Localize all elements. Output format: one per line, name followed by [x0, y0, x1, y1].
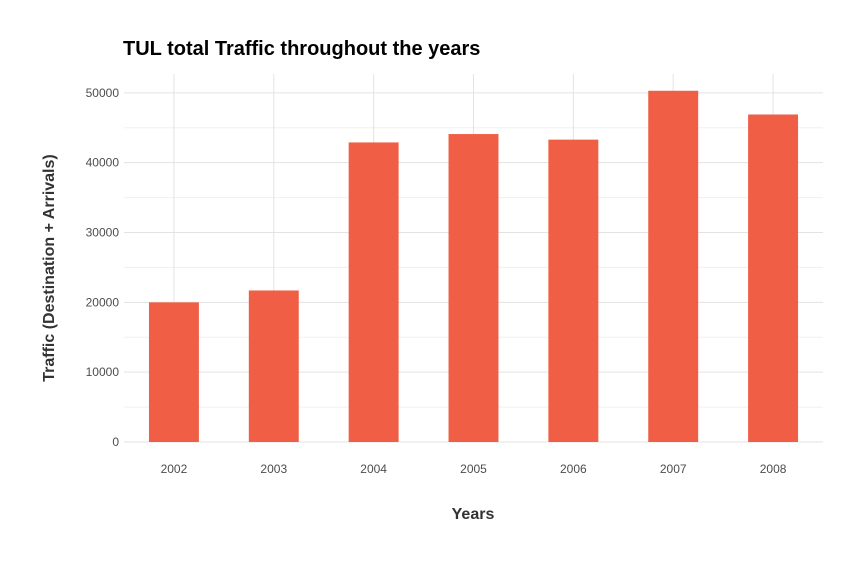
y-tick-label: 20000 — [86, 295, 120, 309]
bar-2007 — [648, 90, 699, 443]
bars — [148, 90, 799, 443]
y-axis-title: Traffic (Destination + Arrivals) — [41, 154, 58, 381]
x-tick-label: 2006 — [560, 462, 587, 476]
chart-title: TUL total Traffic throughout the years — [123, 38, 480, 60]
bar-2008 — [748, 114, 799, 442]
bar-2002 — [148, 302, 199, 442]
x-tick-labels: 2002 2003 2004 2005 2006 2007 2008 — [161, 462, 787, 476]
x-tick-label: 2005 — [460, 462, 487, 476]
y-tick-label: 0 — [112, 435, 119, 449]
y-tick-label: 10000 — [86, 365, 120, 379]
x-tick-label: 2003 — [260, 462, 287, 476]
bar-2005 — [448, 134, 499, 442]
bar-2003 — [248, 290, 299, 442]
y-tick-label: 40000 — [86, 156, 120, 170]
y-tick-label: 30000 — [86, 226, 120, 240]
bar-2004 — [348, 142, 399, 443]
x-tick-label: 2008 — [760, 462, 787, 476]
y-tick-labels: 0 10000 20000 30000 40000 50000 — [86, 86, 120, 449]
y-tick-label: 50000 — [86, 86, 120, 100]
x-tick-label: 2007 — [660, 462, 687, 476]
bar-2006 — [548, 139, 599, 442]
x-tick-label: 2002 — [161, 462, 188, 476]
x-axis-title: Years — [452, 506, 495, 523]
x-tick-label: 2004 — [360, 462, 387, 476]
